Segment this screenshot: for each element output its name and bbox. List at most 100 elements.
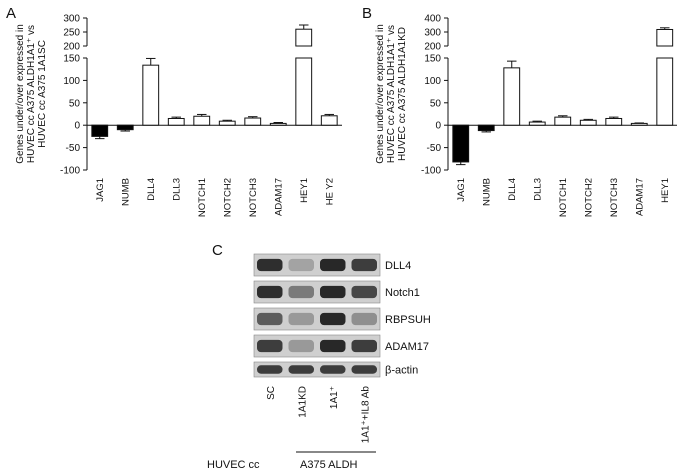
bar bbox=[295, 57, 313, 126]
y-tick-label: 300 bbox=[424, 28, 441, 39]
western-blot-panel: C DLL4 Notch1 RBPSUH ADAM17 β-actin SC 1A1KD 1… bbox=[207, 242, 431, 471]
lane-label: SC bbox=[266, 386, 277, 400]
bar bbox=[142, 64, 160, 126]
x-tick-label: NUMB bbox=[481, 178, 492, 206]
bar bbox=[91, 124, 109, 137]
x-tick-label: DLL3 bbox=[532, 178, 543, 201]
y-tick-label: 100 bbox=[63, 76, 80, 87]
x-tick-label: NOTCH2 bbox=[583, 178, 594, 217]
blot-strip bbox=[253, 307, 381, 331]
y-tick-label: 100 bbox=[424, 76, 441, 87]
blot-strip bbox=[253, 334, 381, 358]
x-tick-label: NOTCH3 bbox=[609, 178, 620, 217]
y-tick-label: 0 bbox=[435, 121, 441, 132]
x-tick-label: DLL3 bbox=[171, 178, 182, 201]
blot-band bbox=[320, 285, 346, 299]
blot-band bbox=[257, 339, 283, 353]
bar bbox=[193, 115, 211, 126]
x-tick-label: HE Y2 bbox=[324, 178, 335, 205]
x-tick-label: HEY1 bbox=[660, 178, 671, 203]
blot-band bbox=[257, 258, 283, 272]
bar bbox=[554, 116, 572, 126]
x-tick-label: ADAM17 bbox=[634, 178, 645, 216]
blot-strip bbox=[253, 253, 381, 277]
y-axis-title-line: Genes under/over expressed in bbox=[15, 24, 26, 164]
blot-band bbox=[257, 312, 283, 326]
blot-rows: DLL4 Notch1 RBPSUH ADAM17 β-actin bbox=[253, 253, 431, 378]
blot-band bbox=[351, 258, 377, 272]
blot-band bbox=[257, 365, 283, 374]
blot-band bbox=[320, 365, 346, 374]
bar bbox=[218, 120, 236, 126]
protein-label: β-actin bbox=[385, 365, 418, 377]
blot-band bbox=[288, 339, 314, 353]
y-tick-label: 200 bbox=[424, 42, 441, 53]
blot-strip bbox=[253, 280, 381, 304]
y-axis-title-line: HUVEC cc A375 ALDH1A1KD bbox=[397, 27, 408, 161]
bar bbox=[167, 117, 185, 126]
blot-band bbox=[320, 339, 346, 353]
bar bbox=[244, 117, 262, 126]
bar bbox=[503, 67, 521, 126]
y-axis-title-line: HUVEC cc A375 ALDH1A1⁺ vs bbox=[386, 25, 397, 163]
x-tick-label: ADAM17 bbox=[273, 178, 284, 216]
blot-band bbox=[288, 258, 314, 272]
blot-strip bbox=[253, 361, 381, 378]
y-tick-label: 0 bbox=[74, 121, 80, 132]
y-tick-label: 150 bbox=[424, 54, 441, 65]
y-axis-title-line: Genes under/over expressed in bbox=[375, 24, 386, 164]
blot-band bbox=[257, 285, 283, 299]
bar-upper-segment bbox=[656, 28, 674, 47]
blot-band bbox=[288, 285, 314, 299]
y-tick-label: 150 bbox=[63, 54, 80, 65]
protein-label: ADAM17 bbox=[385, 341, 429, 353]
bar bbox=[656, 57, 674, 126]
blot-band bbox=[351, 312, 377, 326]
y-tick-label: 300 bbox=[63, 14, 80, 25]
blot-band bbox=[351, 285, 377, 299]
panel-letter-a: A bbox=[6, 5, 16, 22]
blot-band bbox=[351, 365, 377, 374]
y-tick-label: -50 bbox=[66, 143, 81, 154]
y-tick-label: 200 bbox=[63, 42, 80, 53]
x-tick-label: DLL4 bbox=[507, 178, 518, 201]
y-tick-label: 50 bbox=[430, 98, 442, 109]
bar-upper-segment bbox=[295, 28, 313, 47]
blot-band bbox=[320, 312, 346, 326]
x-tick-label: DLL4 bbox=[146, 178, 157, 201]
lane-labels: SC 1A1KD 1A1⁺ 1A1⁺+IL8 Ab bbox=[266, 386, 372, 444]
x-tick-label: JAG1 bbox=[456, 178, 467, 202]
y-tick-label: 50 bbox=[69, 98, 81, 109]
panel-letter-b: B bbox=[362, 5, 372, 22]
x-tick-label: JAG1 bbox=[95, 178, 106, 202]
protein-label: DLL4 bbox=[385, 260, 411, 272]
x-tick-label: NUMB bbox=[120, 178, 131, 206]
y-axis-title-line: HUVEC cc A375 ALDH1A1⁺ vs bbox=[26, 25, 37, 163]
bar bbox=[116, 124, 134, 131]
bar bbox=[452, 124, 470, 163]
bar bbox=[579, 119, 597, 126]
y-axis-title-line: HUVEC cc A375 1A1SC bbox=[37, 40, 48, 148]
y-tick-label: 400 bbox=[424, 14, 441, 25]
condition-label: HUVEC cc bbox=[207, 459, 260, 471]
bar bbox=[320, 115, 338, 126]
x-tick-label: HEY1 bbox=[299, 178, 310, 203]
lane-label: 1A1⁺ bbox=[329, 386, 340, 409]
x-tick-label: NOTCH2 bbox=[222, 178, 233, 217]
y-tick-label: 250 bbox=[63, 28, 80, 39]
x-tick-label: NOTCH1 bbox=[558, 178, 569, 217]
bar bbox=[605, 117, 623, 126]
lane-label: 1A1⁺+IL8 Ab bbox=[360, 386, 371, 444]
y-tick-label: -50 bbox=[427, 143, 442, 154]
lane-label: 1A1KD bbox=[297, 386, 308, 418]
bar bbox=[528, 121, 546, 126]
blot-band bbox=[351, 339, 377, 353]
bar bbox=[269, 122, 287, 126]
blot-band bbox=[288, 312, 314, 326]
bar bbox=[630, 122, 648, 126]
bar bbox=[477, 124, 495, 132]
protein-label: Notch1 bbox=[385, 287, 420, 299]
